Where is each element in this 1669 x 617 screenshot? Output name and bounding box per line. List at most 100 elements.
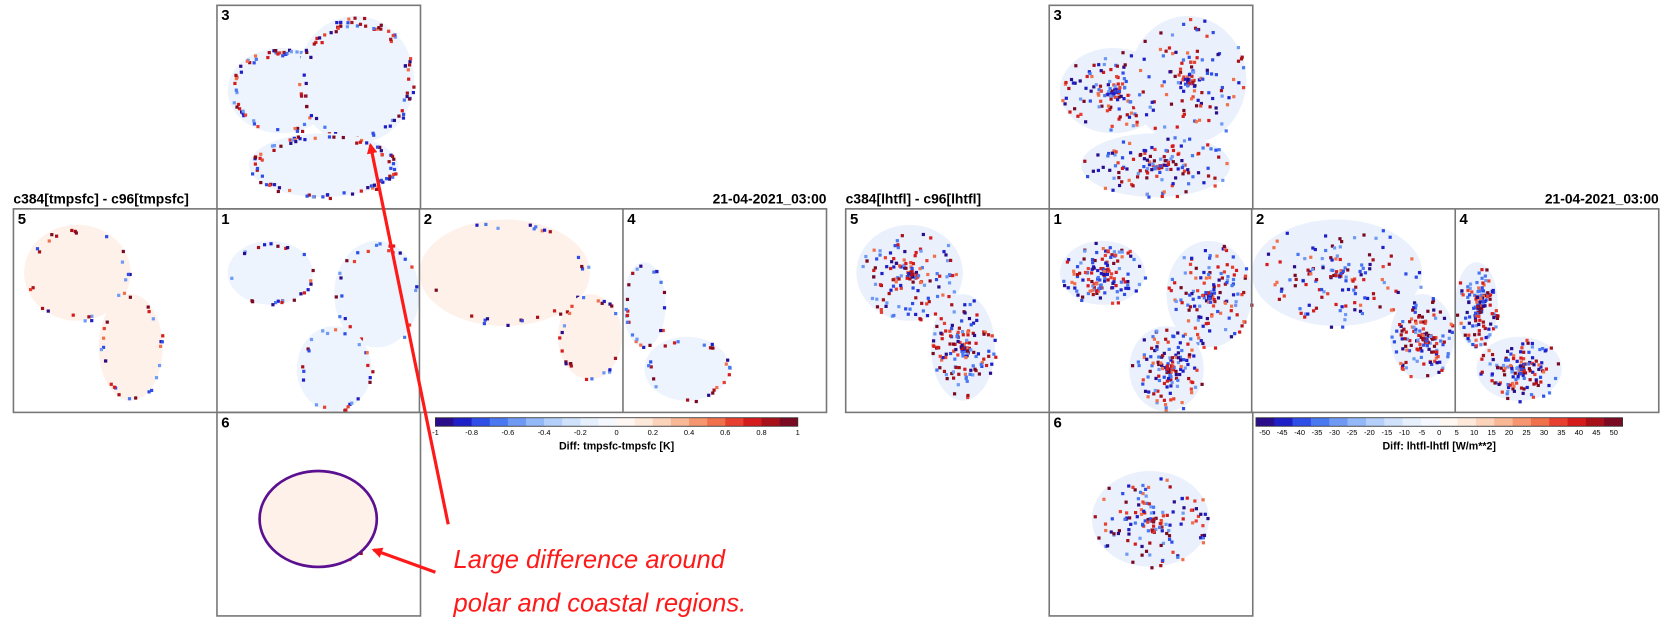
pixel — [1122, 86, 1127, 90]
pixel — [661, 328, 665, 333]
pixel — [1417, 333, 1421, 338]
pixel — [1104, 249, 1108, 253]
pixel — [879, 307, 883, 312]
pixel — [1490, 379, 1494, 383]
face-number: 6 — [1053, 415, 1061, 431]
pixel — [1404, 360, 1408, 365]
pixel — [385, 177, 389, 181]
pixel — [346, 405, 350, 409]
pixel — [570, 304, 574, 308]
pixel — [347, 17, 351, 21]
pixel — [1414, 321, 1418, 325]
pixel — [569, 361, 573, 366]
pixel — [312, 42, 316, 46]
pixel — [1093, 515, 1097, 519]
pixel — [1306, 268, 1310, 272]
pixel — [1334, 270, 1339, 274]
pixel — [1181, 369, 1185, 373]
pixel — [1236, 292, 1240, 296]
pixel — [1381, 265, 1385, 269]
pixel — [1338, 237, 1342, 241]
pixel — [1179, 364, 1183, 369]
pixel — [1480, 276, 1484, 280]
pixel — [1496, 365, 1500, 369]
pixel — [1153, 167, 1157, 171]
pixel — [1082, 99, 1086, 103]
pixel — [1434, 336, 1438, 340]
arrow — [366, 142, 450, 525]
pixel — [126, 272, 131, 277]
pixel — [1186, 342, 1190, 346]
pixel — [1231, 277, 1236, 282]
pixel — [1223, 301, 1228, 305]
pixel — [1129, 111, 1134, 115]
land — [227, 240, 313, 305]
pixel — [663, 344, 667, 348]
pixel — [1212, 285, 1216, 289]
pixel — [911, 286, 915, 290]
pixel — [548, 230, 552, 234]
pixel — [379, 23, 383, 27]
pixel — [1111, 188, 1115, 192]
pixel — [1201, 146, 1205, 150]
pixel — [905, 276, 909, 280]
pixel — [1243, 274, 1248, 278]
pixel — [558, 336, 562, 340]
pixel — [1215, 254, 1219, 258]
pixel — [1165, 379, 1169, 383]
pixel — [982, 357, 986, 361]
pixel — [1170, 540, 1174, 544]
pixel — [1481, 320, 1485, 324]
pixel — [902, 263, 906, 267]
pixel — [409, 57, 413, 61]
pixel — [1170, 366, 1174, 371]
pixel — [1157, 374, 1161, 378]
pixel — [333, 328, 338, 332]
pixel — [1136, 360, 1140, 364]
pixel — [1200, 91, 1204, 95]
pixel — [1479, 343, 1483, 347]
colorbar-tick-label: -0.8 — [465, 428, 478, 437]
pixel — [1425, 336, 1429, 340]
pixel — [964, 355, 968, 360]
pixel — [944, 372, 948, 377]
pixel — [1162, 375, 1166, 379]
pixel — [1530, 356, 1535, 360]
pixel — [1194, 507, 1199, 511]
pixel — [1388, 235, 1392, 239]
pixel — [1174, 307, 1178, 312]
pixel — [298, 137, 302, 141]
colorbar-tick-label: -35 — [1312, 428, 1323, 437]
pixel — [1542, 394, 1546, 398]
pixel — [1412, 329, 1416, 333]
pixel — [889, 266, 893, 271]
pixel — [1194, 120, 1198, 124]
pixel — [293, 138, 297, 142]
pixel — [625, 313, 630, 318]
pixel — [1170, 360, 1175, 364]
pixel — [356, 251, 360, 255]
pixel — [1329, 325, 1334, 329]
face: 2 — [419, 212, 622, 382]
pixel — [1073, 282, 1077, 286]
pixel — [1208, 329, 1212, 333]
pixel — [1186, 84, 1190, 88]
pixel — [1166, 137, 1170, 141]
pixel — [1201, 324, 1205, 328]
pixel — [1404, 272, 1408, 276]
pixel — [1068, 110, 1072, 114]
pixel — [1415, 359, 1419, 363]
pixel — [1207, 297, 1212, 301]
pixel — [676, 340, 680, 344]
pixel — [1360, 311, 1365, 316]
pixel — [1115, 296, 1120, 300]
pixel — [1115, 64, 1119, 68]
pixel — [1149, 511, 1154, 515]
pixel — [1173, 74, 1177, 78]
pixel — [1171, 160, 1175, 164]
pixel — [908, 307, 912, 311]
pixel — [894, 287, 898, 291]
pixel — [1150, 145, 1154, 150]
pixel — [1152, 100, 1156, 104]
pixel — [1195, 56, 1199, 60]
